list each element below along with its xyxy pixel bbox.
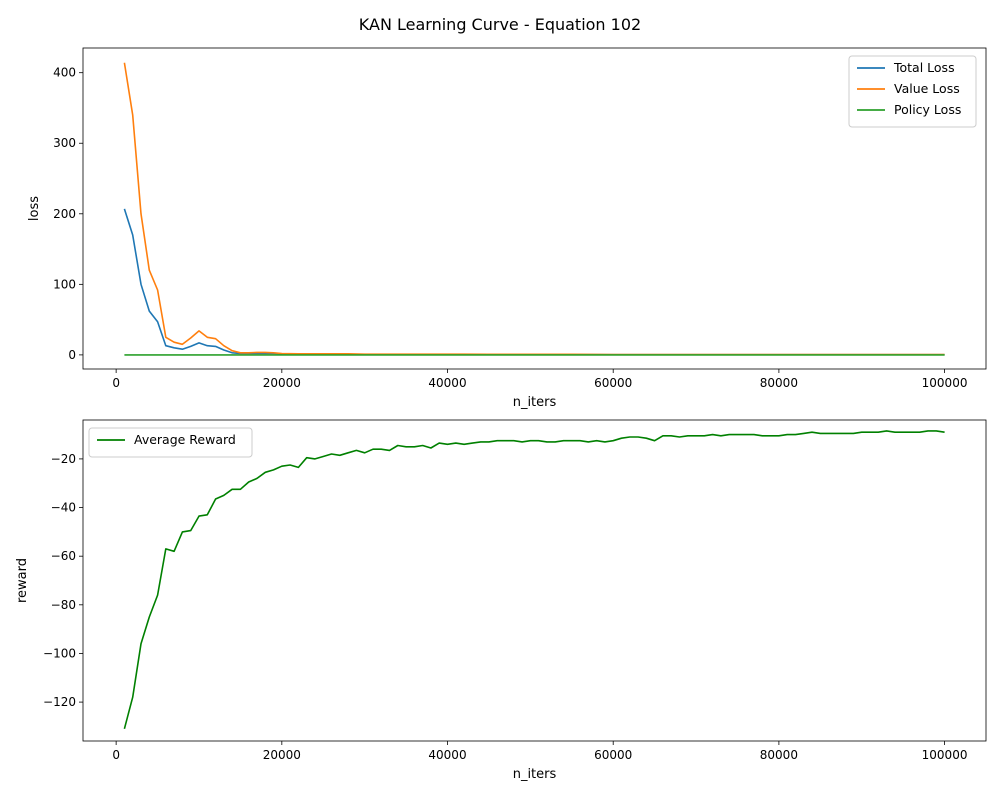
x-tick-label: 100000 [922,748,968,762]
y-tick-label: −120 [43,695,76,709]
legend-label: Policy Loss [894,102,961,117]
legend-label: Value Loss [894,81,960,96]
figure-title: KAN Learning Curve - Equation 102 [359,15,641,34]
x-tick-label: 0 [112,376,120,390]
y-tick-label: 100 [53,277,76,291]
y-tick-label: −40 [51,501,76,515]
reward-chart: 0 20000 40000 60000 80000 100000 −120 −100 −80 −6… [15,419,987,782]
x-tick-label: 100000 [922,376,968,390]
x-tick-label: 80000 [760,748,798,762]
series-line-value-loss [123,62,945,356]
plot-frame [82,419,987,742]
x-axis-label: n_iters [513,395,557,410]
y-tick-label: −100 [43,646,76,660]
y-tick-label: −80 [51,598,76,612]
x-tick-label: 20000 [263,748,301,762]
x-tick-label: 0 [112,748,120,762]
x-tick-label: 60000 [594,376,632,390]
plot-frame [82,47,987,370]
y-axis-label: loss [27,196,42,221]
y-tick-label: 200 [53,207,76,221]
x-tick-label: 40000 [428,748,466,762]
y-tick-label: −60 [51,549,76,563]
legend: Total Loss Value Loss Policy Loss [848,55,977,128]
series-line-total-loss [123,208,945,356]
x-tick-label: 80000 [760,376,798,390]
y-tick-label: 300 [53,136,76,150]
x-tick-label: 60000 [594,748,632,762]
y-tick-label: 400 [53,66,76,80]
legend-label: Average Reward [134,432,236,447]
series-line-average-reward [123,430,945,730]
y-tick-label: −20 [51,452,76,466]
legend-label: Total Loss [893,60,955,75]
y-tick-label: 0 [68,348,76,362]
legend: Average Reward [88,427,253,458]
y-axis-label: reward [15,558,30,603]
x-tick-label: 20000 [263,376,301,390]
x-axis-label: n_iters [513,767,557,782]
x-tick-label: 40000 [428,376,466,390]
legend-box [88,427,253,458]
loss-chart: 0 20000 40000 60000 80000 100000 0 100 200 300 400… [27,47,987,410]
